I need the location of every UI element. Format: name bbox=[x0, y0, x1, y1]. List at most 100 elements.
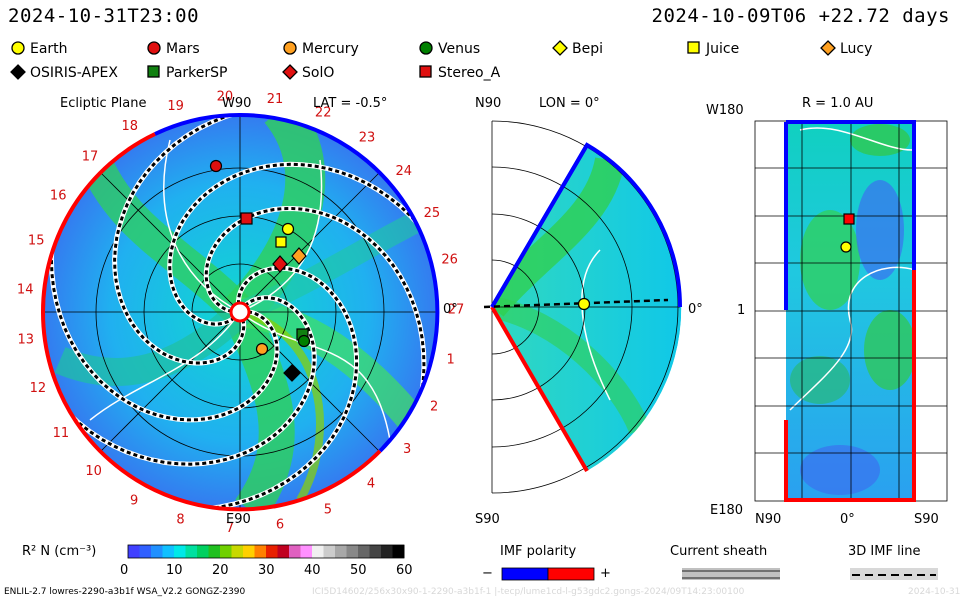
legend-item-bepi: Bepi bbox=[552, 40, 603, 57]
colorbar-swatch bbox=[277, 545, 290, 558]
s90-label: S90 bbox=[475, 512, 500, 527]
legend-item-stereo-a: Stereo_A bbox=[418, 64, 500, 81]
density-swirls bbox=[54, 115, 432, 509]
square-icon bbox=[419, 65, 432, 78]
map-xtick-n90: N90 bbox=[755, 512, 782, 527]
colorbar-swatch bbox=[231, 545, 244, 558]
legend-label: Venus bbox=[438, 41, 481, 57]
stereo-a-marker bbox=[240, 212, 253, 225]
colorbar-tick: 0 bbox=[120, 563, 129, 578]
carrington-tick-label: 10 bbox=[85, 464, 102, 479]
legend-label: Bepi bbox=[572, 41, 603, 57]
imf-3d-title: 3D IMF line bbox=[848, 544, 921, 559]
imf-line bbox=[205, 266, 359, 509]
legend-label: OSIRIS-APEX bbox=[30, 65, 118, 81]
carrington-tick-label: 17 bbox=[82, 150, 99, 165]
osiris-apex-marker bbox=[283, 364, 301, 382]
colorbar-swatch bbox=[185, 545, 198, 558]
square-icon bbox=[147, 65, 160, 78]
imf-line bbox=[65, 296, 316, 466]
colorbar-swatch bbox=[139, 545, 152, 558]
diamond-icon bbox=[552, 40, 568, 56]
legend-label: Lucy bbox=[840, 41, 873, 57]
mer-polarity-negative bbox=[490, 142, 682, 309]
colorbar-swatch bbox=[162, 545, 175, 558]
e180-label: E180 bbox=[710, 503, 744, 518]
colorbar-tick: 60 bbox=[396, 563, 413, 578]
mer-earth-marker bbox=[577, 297, 591, 311]
colorbar-frame bbox=[127, 544, 405, 559]
colorbar-swatch bbox=[174, 545, 186, 558]
carrington-tick-label: 7 bbox=[226, 521, 234, 536]
imf-line bbox=[113, 115, 246, 365]
lat-label: LAT = -0.5° bbox=[313, 96, 388, 111]
carrington-ticks: 20 21222324252627123456789101112131415161… bbox=[17, 90, 464, 536]
mer-polarity-positive bbox=[490, 305, 589, 473]
sun-marker bbox=[229, 301, 251, 323]
carrington-tick-label: 25 bbox=[424, 206, 441, 221]
colorbar-swatch bbox=[335, 545, 347, 558]
circle-icon bbox=[419, 41, 433, 55]
polarity-arc-positive bbox=[40, 132, 382, 512]
carrington-tick-label: 23 bbox=[359, 130, 376, 145]
mercury-marker bbox=[255, 342, 269, 356]
imf-field-lines bbox=[48, 115, 427, 509]
latlon-map-plot bbox=[754, 120, 948, 502]
colorbar-tick: 40 bbox=[304, 563, 321, 578]
legend-label: Earth bbox=[30, 41, 68, 57]
legend-item-juice: Juice bbox=[686, 40, 739, 57]
legend-item-lucy: Lucy bbox=[820, 40, 872, 57]
solo-marker bbox=[272, 255, 288, 273]
radius-label: R = 1.0 AU bbox=[802, 96, 874, 111]
imf-polarity-bar bbox=[501, 567, 595, 581]
colorbar-swatch bbox=[323, 545, 336, 558]
carrington-tick-label: 6 bbox=[276, 517, 284, 532]
colorbar-swatch bbox=[358, 545, 370, 558]
footer-model-info: ENLIL-2.7 lowres-2290-a3b1f WSA_V2.2 GON… bbox=[4, 587, 246, 597]
carrington-tick-label: 16 bbox=[50, 188, 67, 203]
carrington-tick-label: 5 bbox=[324, 502, 332, 517]
carrington-tick-label: 27 bbox=[448, 303, 465, 318]
carrington-tick-label: 4 bbox=[367, 477, 375, 492]
map-grid bbox=[754, 120, 948, 502]
meridional-zero-label: 0° bbox=[688, 302, 703, 317]
footer-date: 2024-10-31 bbox=[908, 587, 960, 597]
carrington-tick-label: 11 bbox=[53, 426, 70, 441]
circle-icon bbox=[147, 41, 161, 55]
carrington-tick-label: 9 bbox=[130, 493, 138, 508]
colorbar-swatch bbox=[254, 545, 267, 558]
circle-icon bbox=[283, 41, 297, 55]
carrington-tick-label: 14 bbox=[17, 282, 34, 297]
carrington-tick-label: 3 bbox=[403, 442, 411, 457]
carrington-tick-label: 21 bbox=[267, 92, 284, 107]
carrington-tick-label: 2 bbox=[430, 400, 438, 415]
colorbar-tick: 10 bbox=[166, 563, 183, 578]
diamond-icon bbox=[282, 64, 298, 80]
colorbar-swatch bbox=[128, 545, 140, 558]
colorbar-swatch bbox=[208, 545, 221, 558]
imf-line bbox=[204, 206, 426, 397]
legend-item-mercury: Mercury bbox=[282, 40, 359, 57]
colorbar-swatch bbox=[220, 545, 232, 558]
colorbar-swatch bbox=[266, 545, 278, 558]
legend-item-solo: SolO bbox=[282, 64, 334, 81]
circle-icon bbox=[11, 41, 25, 55]
w180-label: W180 bbox=[706, 103, 744, 118]
colorbar-swatch bbox=[197, 545, 209, 558]
colorbar-swatch bbox=[369, 545, 382, 558]
legend-label: Mars bbox=[166, 41, 200, 57]
legend-label: SolO bbox=[302, 65, 335, 81]
lon-label: LON = 0° bbox=[539, 96, 600, 111]
diamond-icon bbox=[10, 64, 26, 80]
colorbar-tick: 50 bbox=[350, 563, 367, 578]
carrington-tick-label: 24 bbox=[396, 164, 413, 179]
carrington-tick-label: 22 bbox=[315, 106, 332, 121]
colorbar-swatch bbox=[392, 545, 405, 558]
current-sheath-sample bbox=[682, 568, 780, 580]
current-time: 2024-10-31T23:00 bbox=[8, 5, 200, 27]
current-sheath-title: Current sheath bbox=[670, 544, 768, 559]
imf-minus-label: − bbox=[482, 566, 493, 581]
legend-item-venus: Venus bbox=[418, 40, 480, 57]
carrington-tick-label: 20 bbox=[217, 90, 234, 105]
